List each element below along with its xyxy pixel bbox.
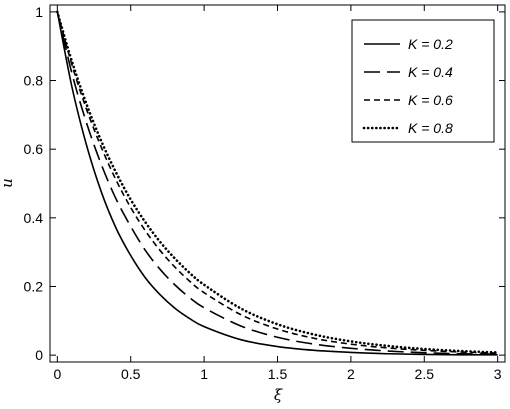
x-tick-label: 0 — [53, 366, 61, 382]
series-line-k-3 — [56, 11, 498, 354]
x-tick-label: 0.5 — [121, 366, 141, 382]
legend: K = 0.2 K = 0.4 K = 0.6 K = 0.8 — [351, 19, 495, 143]
x-tick-label: 1 — [200, 366, 208, 382]
series-curves — [56, 10, 499, 356]
y-tick-label: 0.4 — [24, 210, 44, 226]
y-tick-label: 0.2 — [24, 278, 44, 294]
x-tick-label: 1.5 — [268, 366, 288, 382]
y-tick-label: 0.8 — [24, 73, 44, 89]
y-tick-label: 0 — [35, 347, 43, 363]
x-tick-labels: 0 0.5 1 1.5 2 2.5 3 — [53, 366, 501, 382]
legend-items: K = 0.2 K = 0.4 K = 0.6 K = 0.8 — [362, 36, 453, 136]
legend-label-k-1: K = 0.2 — [408, 36, 453, 52]
x-axis-label: ξ — [274, 386, 283, 404]
axis-ticks — [50, 5, 505, 362]
y-tick-labels: 0 0.2 0.4 0.6 0.8 1 — [24, 4, 44, 363]
y-tick-label: 0.6 — [24, 141, 44, 157]
y-tick-label: 1 — [35, 4, 43, 20]
series-line-k-4 — [56, 10, 499, 354]
x-tick-label: 3 — [494, 366, 502, 382]
legend-label-k-3: K = 0.6 — [408, 92, 453, 108]
legend-label-k-2: K = 0.4 — [408, 64, 453, 80]
legend-box — [351, 19, 495, 143]
x-tick-label: 2 — [347, 366, 355, 382]
y-axis-label: u — [0, 178, 16, 188]
legend-label-k-4: K = 0.8 — [408, 120, 453, 136]
x-tick-label: 2.5 — [415, 366, 435, 382]
series-line-k-1 — [56, 11, 498, 356]
